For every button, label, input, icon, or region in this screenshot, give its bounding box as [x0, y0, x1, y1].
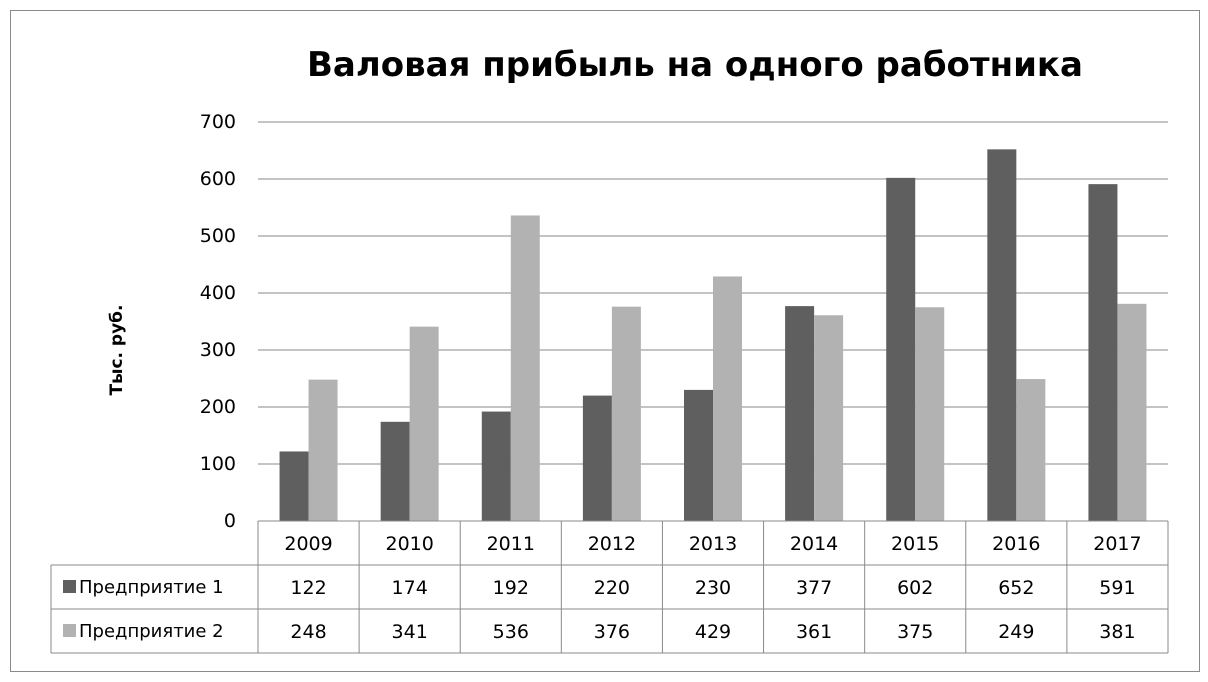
- bar-series-2-2015: [915, 307, 945, 521]
- bar-series-2-2009: [308, 379, 338, 521]
- data-table-value: 341: [392, 621, 428, 643]
- bar-series-1-2017: [1088, 184, 1118, 521]
- legend-swatch-series-2: [63, 624, 76, 637]
- x-tick-label: 2014: [790, 533, 838, 555]
- data-table-value: 429: [695, 621, 731, 643]
- bar-series-1-2009: [279, 451, 309, 521]
- x-tick-label: 2010: [385, 533, 433, 555]
- x-tick-label: 2016: [992, 533, 1040, 555]
- y-tick-label: 700: [200, 111, 236, 133]
- bar-series-2-2013: [713, 276, 742, 521]
- y-axis-ticks: 0 100 200 300 400 500 600 700: [200, 111, 236, 532]
- bar-series-2-2010: [409, 326, 439, 521]
- bar-series-2-2017: [1117, 303, 1147, 521]
- y-tick-label: 300: [200, 339, 236, 361]
- x-tick-label: 2012: [588, 533, 636, 555]
- data-table-value: 602: [897, 577, 933, 599]
- data-table-value: 248: [290, 621, 326, 643]
- y-tick-label: 200: [200, 396, 236, 418]
- y-tick-label: 400: [200, 282, 236, 304]
- data-table-value: 122: [290, 577, 326, 599]
- legend-label-series-2: Предприятие 2: [79, 621, 224, 642]
- data-table-value: 591: [1099, 577, 1135, 599]
- data-table-value: 381: [1099, 621, 1135, 643]
- bar-series-1-2015: [886, 177, 916, 522]
- bars: [279, 149, 1147, 522]
- bar-series-1-2013: [684, 389, 713, 521]
- legend-label-series-1: Предприятие 1: [79, 577, 224, 598]
- data-table-value: 174: [392, 577, 428, 599]
- data-table: 2009 2010 2011 2012 2013 2014 2015 2016 2017 Пред…: [50, 520, 1169, 654]
- bar-series-2-2012: [611, 306, 641, 521]
- x-tick-label: 2013: [689, 533, 737, 555]
- bar-series-2-2011: [510, 215, 540, 522]
- bar-series-1-2010: [380, 421, 410, 521]
- bar-series-1-2012: [582, 395, 612, 521]
- bar-series-2-2016: [1016, 379, 1046, 521]
- data-table-value: 230: [695, 577, 731, 599]
- y-tick-label: 100: [200, 453, 236, 475]
- data-table-value: 220: [594, 577, 630, 599]
- x-tick-label: 2009: [284, 533, 332, 555]
- data-table-value: 376: [594, 621, 630, 643]
- y-axis-label: Тыс. руб.: [107, 304, 127, 395]
- bar-series-1-2011: [481, 411, 511, 521]
- y-tick-label: 500: [200, 225, 236, 247]
- data-table-value: 536: [493, 621, 529, 643]
- y-tick-label: 600: [200, 168, 236, 190]
- bar-series-1-2014: [785, 306, 815, 521]
- x-tick-label: 2015: [891, 533, 939, 555]
- bar-series-2-2014: [814, 315, 844, 521]
- data-table-value: 652: [998, 577, 1034, 599]
- data-table-value: 377: [796, 577, 832, 599]
- data-table-value: 249: [998, 621, 1034, 643]
- bar-series-1-2016: [987, 149, 1017, 522]
- legend-swatch-series-1: [63, 580, 76, 593]
- x-tick-label: 2011: [487, 533, 535, 555]
- chart-title: Валовая прибыль на одного работника: [307, 45, 1083, 85]
- x-tick-label: 2017: [1093, 533, 1141, 555]
- data-table-value: 361: [796, 621, 832, 643]
- data-table-value: 375: [897, 621, 933, 643]
- y-tick-label: 0: [224, 510, 236, 532]
- data-table-value: 192: [493, 577, 529, 599]
